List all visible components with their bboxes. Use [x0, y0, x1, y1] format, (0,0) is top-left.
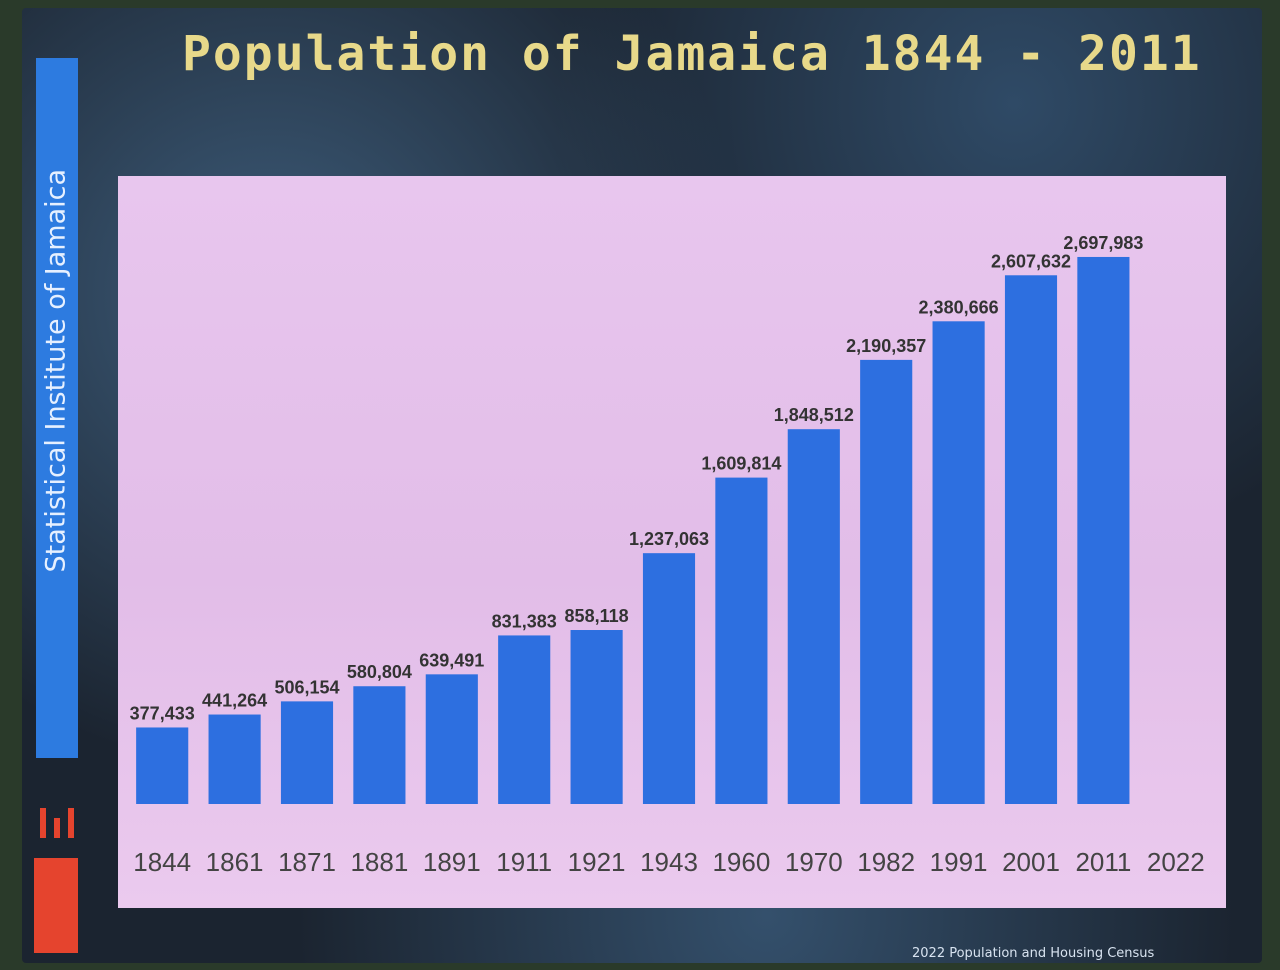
tick-label-1844: 1844	[133, 847, 191, 877]
bar-1970	[787, 429, 840, 804]
data-label-1844: 377,433	[130, 703, 195, 723]
plot-area: 377,433 1844 441,264 1861 506,154 1871 580,804…	[118, 176, 1226, 908]
tick-label-1881: 1881	[350, 847, 408, 877]
data-label-1970: 1,848,512	[774, 405, 854, 425]
bar-1943	[642, 553, 696, 804]
presentation-screen: Population of Jamaica 1844 - 2011 Statis…	[22, 8, 1262, 963]
bar-1871	[280, 701, 334, 804]
tick-label-1911: 1911	[496, 847, 552, 877]
tick-label-1891: 1891	[423, 847, 481, 877]
footer-text: 2022 Population and Housing Census	[912, 946, 1155, 961]
institute-logo	[34, 798, 78, 958]
data-label-1891: 639,491	[419, 650, 484, 670]
data-label-2001: 2,607,632	[991, 251, 1071, 271]
data-label-1871: 506,154	[274, 677, 339, 697]
bar-2001	[1004, 275, 1058, 804]
tick-label-1861: 1861	[206, 847, 264, 877]
data-label-1960: 1,609,814	[701, 454, 781, 474]
bar-1911	[498, 635, 551, 804]
tick-label-2011: 2011	[1075, 847, 1131, 877]
data-label-1982: 2,190,357	[846, 336, 926, 356]
bar-chart: 377,433 1844 441,264 1861 506,154 1871 580,804…	[130, 233, 1205, 877]
chart-title: Population of Jamaica 1844 - 2011	[182, 26, 1202, 82]
data-label-2011: 2,697,983	[1063, 233, 1143, 253]
bar-1921	[570, 630, 623, 804]
tick-label-1991: 1991	[930, 847, 988, 877]
bar-1861	[208, 714, 261, 804]
side-label-container: Statistical Institute of Jamaica	[36, 58, 78, 758]
tick-label-2022: 2022	[1147, 847, 1205, 877]
bar-1844	[136, 727, 189, 804]
bar-1881	[353, 686, 406, 804]
data-label-1911: 831,383	[492, 611, 557, 631]
side-label: Statistical Institute of Jamaica	[40, 168, 72, 573]
bar-1960	[715, 477, 768, 804]
tick-label-1943: 1943	[640, 847, 698, 877]
tick-label-1982: 1982	[857, 847, 915, 877]
tick-label-1970: 1970	[785, 847, 843, 877]
tick-label-2001: 2001	[1002, 847, 1060, 877]
data-label-1861: 441,264	[202, 691, 267, 711]
side-band	[36, 58, 78, 758]
tick-label-1871: 1871	[278, 847, 336, 877]
data-label-1991: 2,380,666	[919, 297, 999, 317]
tick-label-1921: 1921	[568, 847, 626, 877]
data-label-1881: 580,804	[347, 662, 412, 682]
bar-2011	[1077, 256, 1130, 804]
tick-label-1960: 1960	[712, 847, 770, 877]
bar-1991	[932, 321, 985, 804]
data-label-1921: 858,118	[565, 606, 629, 626]
bar-1982	[860, 359, 913, 804]
bar-1891	[425, 674, 478, 804]
data-label-1943: 1,237,063	[629, 529, 709, 549]
